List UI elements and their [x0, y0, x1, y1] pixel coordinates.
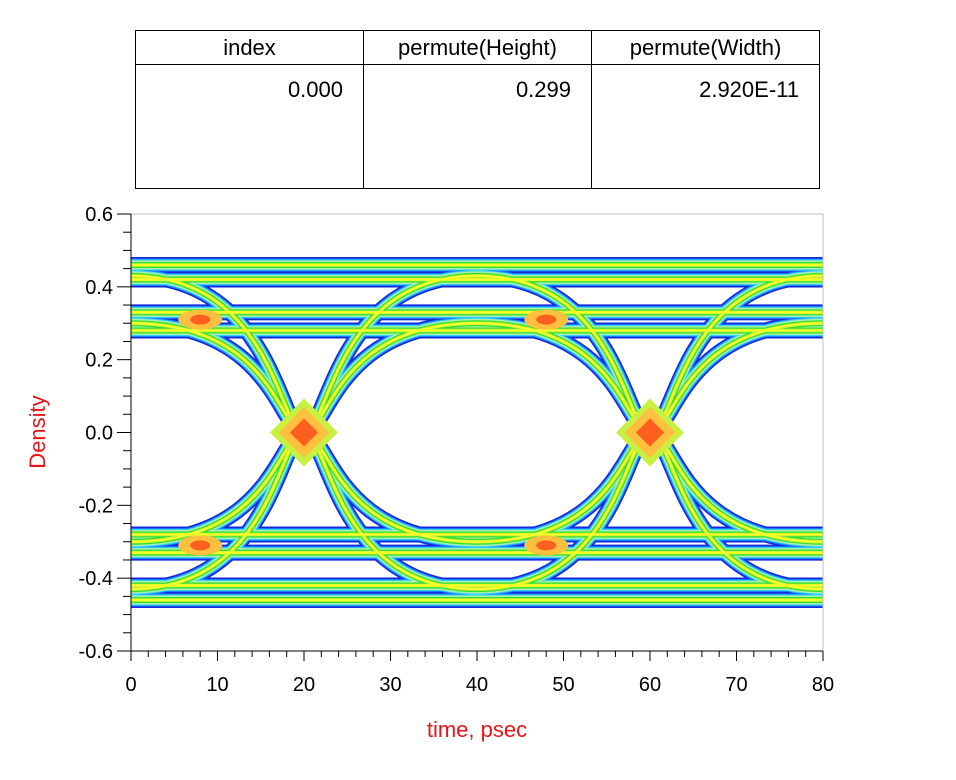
y-tick-label: 0.4 — [85, 277, 113, 299]
density-band — [818, 584, 823, 594]
shoulder-hotspot — [190, 540, 211, 551]
y-tick-label: -0.6 — [79, 641, 113, 663]
density-band — [816, 316, 823, 330]
x-tick-label: 10 — [206, 674, 228, 696]
y-tick-label: -0.4 — [79, 568, 113, 590]
results-table: index permute(Height) permute(Width) 0.0… — [135, 30, 820, 189]
density-band — [818, 537, 823, 547]
shoulder-hotspot — [190, 314, 211, 325]
x-tick-label: 30 — [379, 674, 401, 696]
density-band — [818, 271, 823, 281]
x-tick-label: 20 — [293, 674, 315, 696]
density-band — [821, 321, 823, 326]
density-band — [821, 587, 823, 591]
density-band — [817, 317, 823, 329]
density-band — [821, 274, 823, 278]
density-band — [821, 539, 823, 544]
density-band — [816, 535, 823, 549]
y-tick-label: 0.2 — [85, 350, 113, 372]
shoulder-hotspot — [536, 540, 557, 551]
x-tick-label: 80 — [812, 674, 834, 696]
cell-width: 2.920E-11 — [591, 64, 820, 189]
table-row: 0.000 0.299 2.920E-11 — [135, 64, 820, 189]
density-band — [815, 533, 823, 550]
density-band — [815, 267, 823, 284]
column-header-index: index — [135, 30, 364, 65]
column-header-width: permute(Width) — [591, 30, 820, 65]
density-band — [815, 581, 823, 598]
density-band — [816, 269, 823, 283]
crossing-hotspot — [635, 418, 665, 447]
density-band — [816, 582, 823, 596]
density-band — [820, 586, 823, 593]
crossing-hotspot — [289, 418, 319, 447]
axes: 0 10 20 30 40 50 60 70 80 0.6 0.4 0.2 0.0 -0.2 -0.4 -0.… — [79, 204, 835, 696]
x-tick-label: 40 — [466, 674, 488, 696]
x-tick-label: 50 — [552, 674, 574, 696]
density-band — [822, 588, 823, 590]
y-tick-label: -0.2 — [79, 495, 113, 517]
x-tick-label: 70 — [725, 674, 747, 696]
x-tick-label: 0 — [125, 674, 136, 696]
density-band — [820, 320, 823, 327]
density-band — [817, 536, 823, 548]
density-band — [822, 275, 823, 277]
shoulder-hotspot — [536, 314, 557, 325]
density-band — [820, 538, 823, 545]
density-band — [817, 270, 823, 282]
y-tick-label: 0.6 — [85, 204, 113, 226]
x-tick-label: 60 — [639, 674, 661, 696]
density-band — [822, 540, 823, 543]
density-band — [818, 318, 823, 328]
x-axis-label: time, psec — [427, 717, 527, 742]
density-band — [817, 583, 823, 595]
density-band — [822, 322, 823, 325]
y-tick-label: 0.0 — [85, 423, 113, 445]
cell-height: 0.299 — [363, 64, 592, 189]
cell-index: 0.000 — [135, 64, 364, 189]
density-plot — [131, 256, 823, 609]
density-band — [815, 315, 823, 332]
y-axis-label: Density — [25, 395, 50, 468]
table-header-row: index permute(Height) permute(Width) — [135, 30, 820, 65]
column-header-height: permute(Height) — [363, 30, 592, 65]
density-band — [820, 272, 823, 279]
